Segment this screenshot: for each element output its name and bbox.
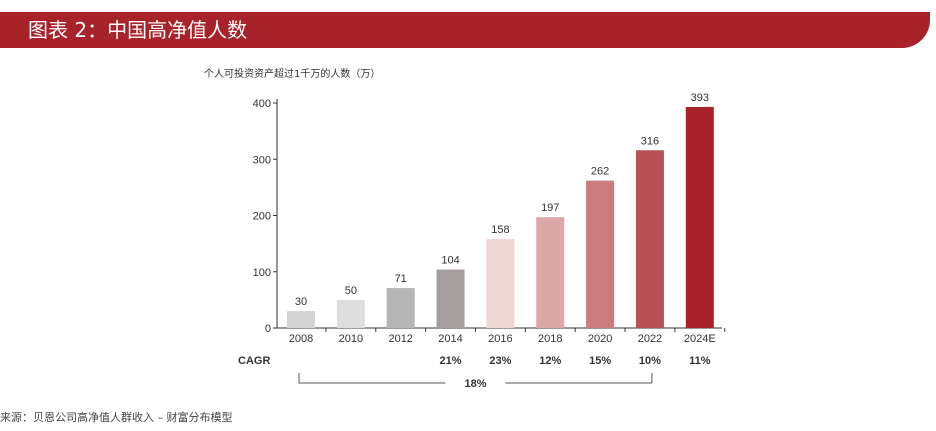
page-title: 图表 2：中国高净值人数 bbox=[28, 18, 248, 42]
y-tick-label: 200 bbox=[253, 211, 271, 223]
bar bbox=[386, 288, 415, 328]
x-tick-label: 2022 bbox=[638, 333, 662, 345]
cagr-value: 15% bbox=[589, 355, 611, 367]
bar-value-label: 262 bbox=[591, 166, 609, 178]
source-note: 来源：贝恩公司高净值人群收入 – 财富分布模型 bbox=[0, 411, 233, 424]
x-tick-label: 2024E bbox=[684, 333, 716, 345]
overall-cagr-label: 18% bbox=[464, 378, 486, 390]
header-banner: 图表 2：中国高净值人数 bbox=[0, 12, 930, 48]
bar-value-label: 104 bbox=[441, 255, 459, 267]
y-tick-label: 300 bbox=[253, 154, 271, 166]
bar bbox=[336, 299, 365, 328]
x-tick-label: 2016 bbox=[488, 333, 512, 345]
bar bbox=[586, 180, 615, 328]
y-axis-title: 个人可投资资产超过1千万的人数（万） bbox=[204, 67, 380, 80]
x-tick-label: 2018 bbox=[538, 333, 562, 345]
x-tick-label: 2008 bbox=[289, 333, 313, 345]
bar-value-label: 316 bbox=[641, 135, 659, 147]
cagr-value: 12% bbox=[539, 355, 561, 367]
bar-value-label: 197 bbox=[541, 202, 559, 214]
cagr-value: 11% bbox=[689, 355, 711, 367]
cagr-value: 10% bbox=[639, 355, 661, 367]
cagr-value: 21% bbox=[440, 355, 462, 367]
bar bbox=[287, 311, 315, 328]
bar bbox=[436, 269, 465, 328]
y-tick-label: 100 bbox=[253, 267, 271, 279]
y-tick-label: 0 bbox=[265, 323, 271, 335]
x-tick-label: 2020 bbox=[588, 333, 612, 345]
x-tick-label: 2012 bbox=[388, 333, 412, 345]
y-tick-label: 400 bbox=[253, 98, 271, 110]
x-tick-label: 2010 bbox=[339, 333, 363, 345]
bar-value-label: 30 bbox=[295, 296, 307, 308]
cagr-value: 23% bbox=[489, 355, 511, 367]
bar bbox=[635, 150, 664, 328]
x-tick-label: 2014 bbox=[438, 333, 462, 345]
bar-value-label: 393 bbox=[691, 92, 709, 104]
bar bbox=[486, 239, 515, 328]
bar-value-label: 50 bbox=[345, 285, 357, 297]
bar-value-label: 71 bbox=[395, 273, 407, 285]
bar bbox=[685, 106, 714, 328]
bar-value-label: 158 bbox=[491, 224, 509, 236]
cagr-row-label: CAGR bbox=[238, 355, 270, 367]
bar bbox=[536, 217, 565, 328]
